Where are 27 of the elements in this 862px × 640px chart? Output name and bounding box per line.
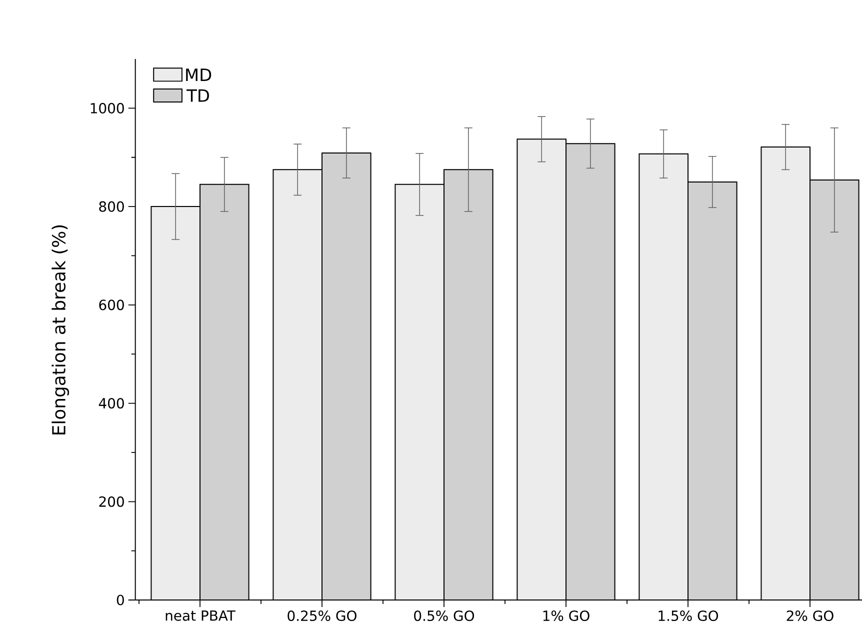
bar [151, 206, 200, 600]
y-tick-label: 0 [116, 594, 124, 606]
y-tick-label: 200 [99, 496, 124, 507]
x-tick-label: 1.5% GO [658, 610, 718, 622]
y-tick-label: 600 [99, 300, 124, 310]
y-axis-title: Elongation at break (%) [52, 225, 70, 434]
x-tick-label: 1% GO [543, 610, 590, 622]
bar [688, 182, 737, 600]
bar [200, 184, 249, 600]
bar [395, 184, 444, 600]
bar [639, 154, 688, 600]
x-tick-label: 0.25% GO [288, 610, 356, 622]
x-tick-label: neat PBAT [166, 610, 236, 621]
bar [517, 139, 566, 600]
y-tick-label: 1000 [90, 102, 124, 114]
y-tick-label: 400 [98, 398, 124, 409]
bar [810, 179, 860, 600]
bar [760, 146, 811, 600]
bar [273, 170, 322, 600]
x-tick-label: 2% GO [786, 610, 834, 622]
bar [444, 170, 493, 600]
y-tick-label: 800 [99, 201, 124, 212]
bar [322, 152, 371, 600]
legend-label: MD [186, 68, 212, 81]
bar [566, 144, 615, 600]
legend-label: TD [186, 89, 209, 102]
x-tick-label: 0.5% GO [414, 610, 474, 622]
